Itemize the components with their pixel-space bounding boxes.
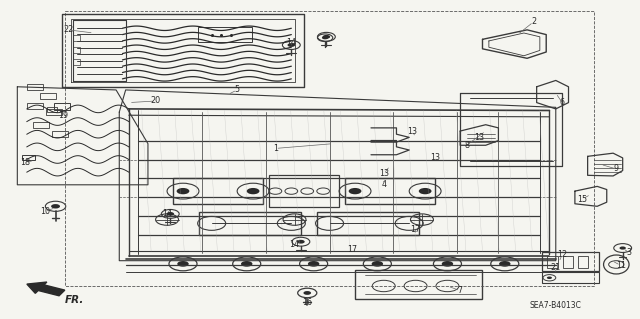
- Bar: [269, 175, 339, 207]
- Circle shape: [287, 43, 295, 47]
- Bar: [27, 103, 43, 109]
- Bar: [355, 270, 483, 299]
- Circle shape: [322, 36, 328, 39]
- Bar: [33, 122, 49, 128]
- Text: 5: 5: [235, 85, 240, 94]
- Text: 2: 2: [531, 18, 536, 26]
- Circle shape: [177, 188, 189, 194]
- Bar: [73, 47, 81, 53]
- Text: 20: 20: [150, 97, 161, 106]
- Text: 15: 15: [577, 195, 588, 204]
- Bar: [173, 178, 262, 204]
- Bar: [27, 84, 43, 90]
- Text: 9: 9: [614, 165, 619, 174]
- Bar: [547, 256, 557, 268]
- Circle shape: [349, 188, 362, 194]
- Bar: [22, 155, 35, 160]
- Text: 8: 8: [464, 141, 469, 150]
- Circle shape: [51, 204, 60, 209]
- Bar: [541, 272, 599, 284]
- Text: SEA7-B4013C: SEA7-B4013C: [530, 301, 582, 310]
- Bar: [73, 35, 81, 41]
- Text: 7: 7: [458, 286, 463, 295]
- Text: 18: 18: [20, 158, 31, 167]
- Text: 1: 1: [273, 144, 278, 153]
- Circle shape: [419, 188, 431, 194]
- Bar: [73, 59, 81, 65]
- Bar: [46, 109, 62, 115]
- Bar: [198, 27, 252, 42]
- Bar: [52, 131, 68, 137]
- Text: 13: 13: [474, 133, 484, 142]
- Circle shape: [372, 261, 383, 267]
- Text: 13: 13: [379, 169, 388, 178]
- Text: 13: 13: [429, 153, 440, 162]
- Circle shape: [499, 261, 511, 267]
- Circle shape: [308, 261, 319, 267]
- Text: 4: 4: [381, 180, 386, 189]
- Bar: [317, 212, 419, 235]
- Text: 11: 11: [616, 261, 626, 270]
- Text: 12: 12: [557, 250, 567, 259]
- Circle shape: [547, 277, 552, 279]
- Text: 10: 10: [40, 207, 50, 216]
- Bar: [40, 93, 56, 100]
- Bar: [346, 178, 435, 204]
- Text: 6: 6: [559, 98, 564, 107]
- Text: 19: 19: [58, 111, 68, 120]
- Bar: [541, 252, 599, 271]
- Text: 3: 3: [627, 248, 632, 257]
- Bar: [199, 212, 301, 235]
- Text: 22: 22: [63, 25, 74, 34]
- Circle shape: [297, 240, 305, 244]
- Circle shape: [166, 212, 174, 216]
- Text: FR.: FR.: [65, 295, 84, 305]
- Text: 14: 14: [162, 209, 172, 218]
- Circle shape: [241, 261, 252, 267]
- Bar: [47, 107, 57, 112]
- Circle shape: [620, 247, 626, 250]
- Circle shape: [303, 291, 311, 295]
- Text: 14: 14: [286, 38, 296, 47]
- Text: 14: 14: [289, 241, 300, 249]
- Circle shape: [246, 188, 259, 194]
- Text: 21: 21: [550, 263, 561, 272]
- Bar: [54, 103, 70, 109]
- Text: 17: 17: [347, 245, 357, 254]
- Bar: [563, 256, 573, 268]
- Circle shape: [442, 261, 453, 267]
- Text: 16: 16: [302, 298, 312, 307]
- Circle shape: [177, 261, 189, 267]
- Text: 13: 13: [408, 127, 417, 136]
- Bar: [578, 256, 588, 268]
- Text: 17: 17: [410, 225, 420, 234]
- Circle shape: [323, 35, 330, 39]
- FancyArrow shape: [27, 282, 65, 296]
